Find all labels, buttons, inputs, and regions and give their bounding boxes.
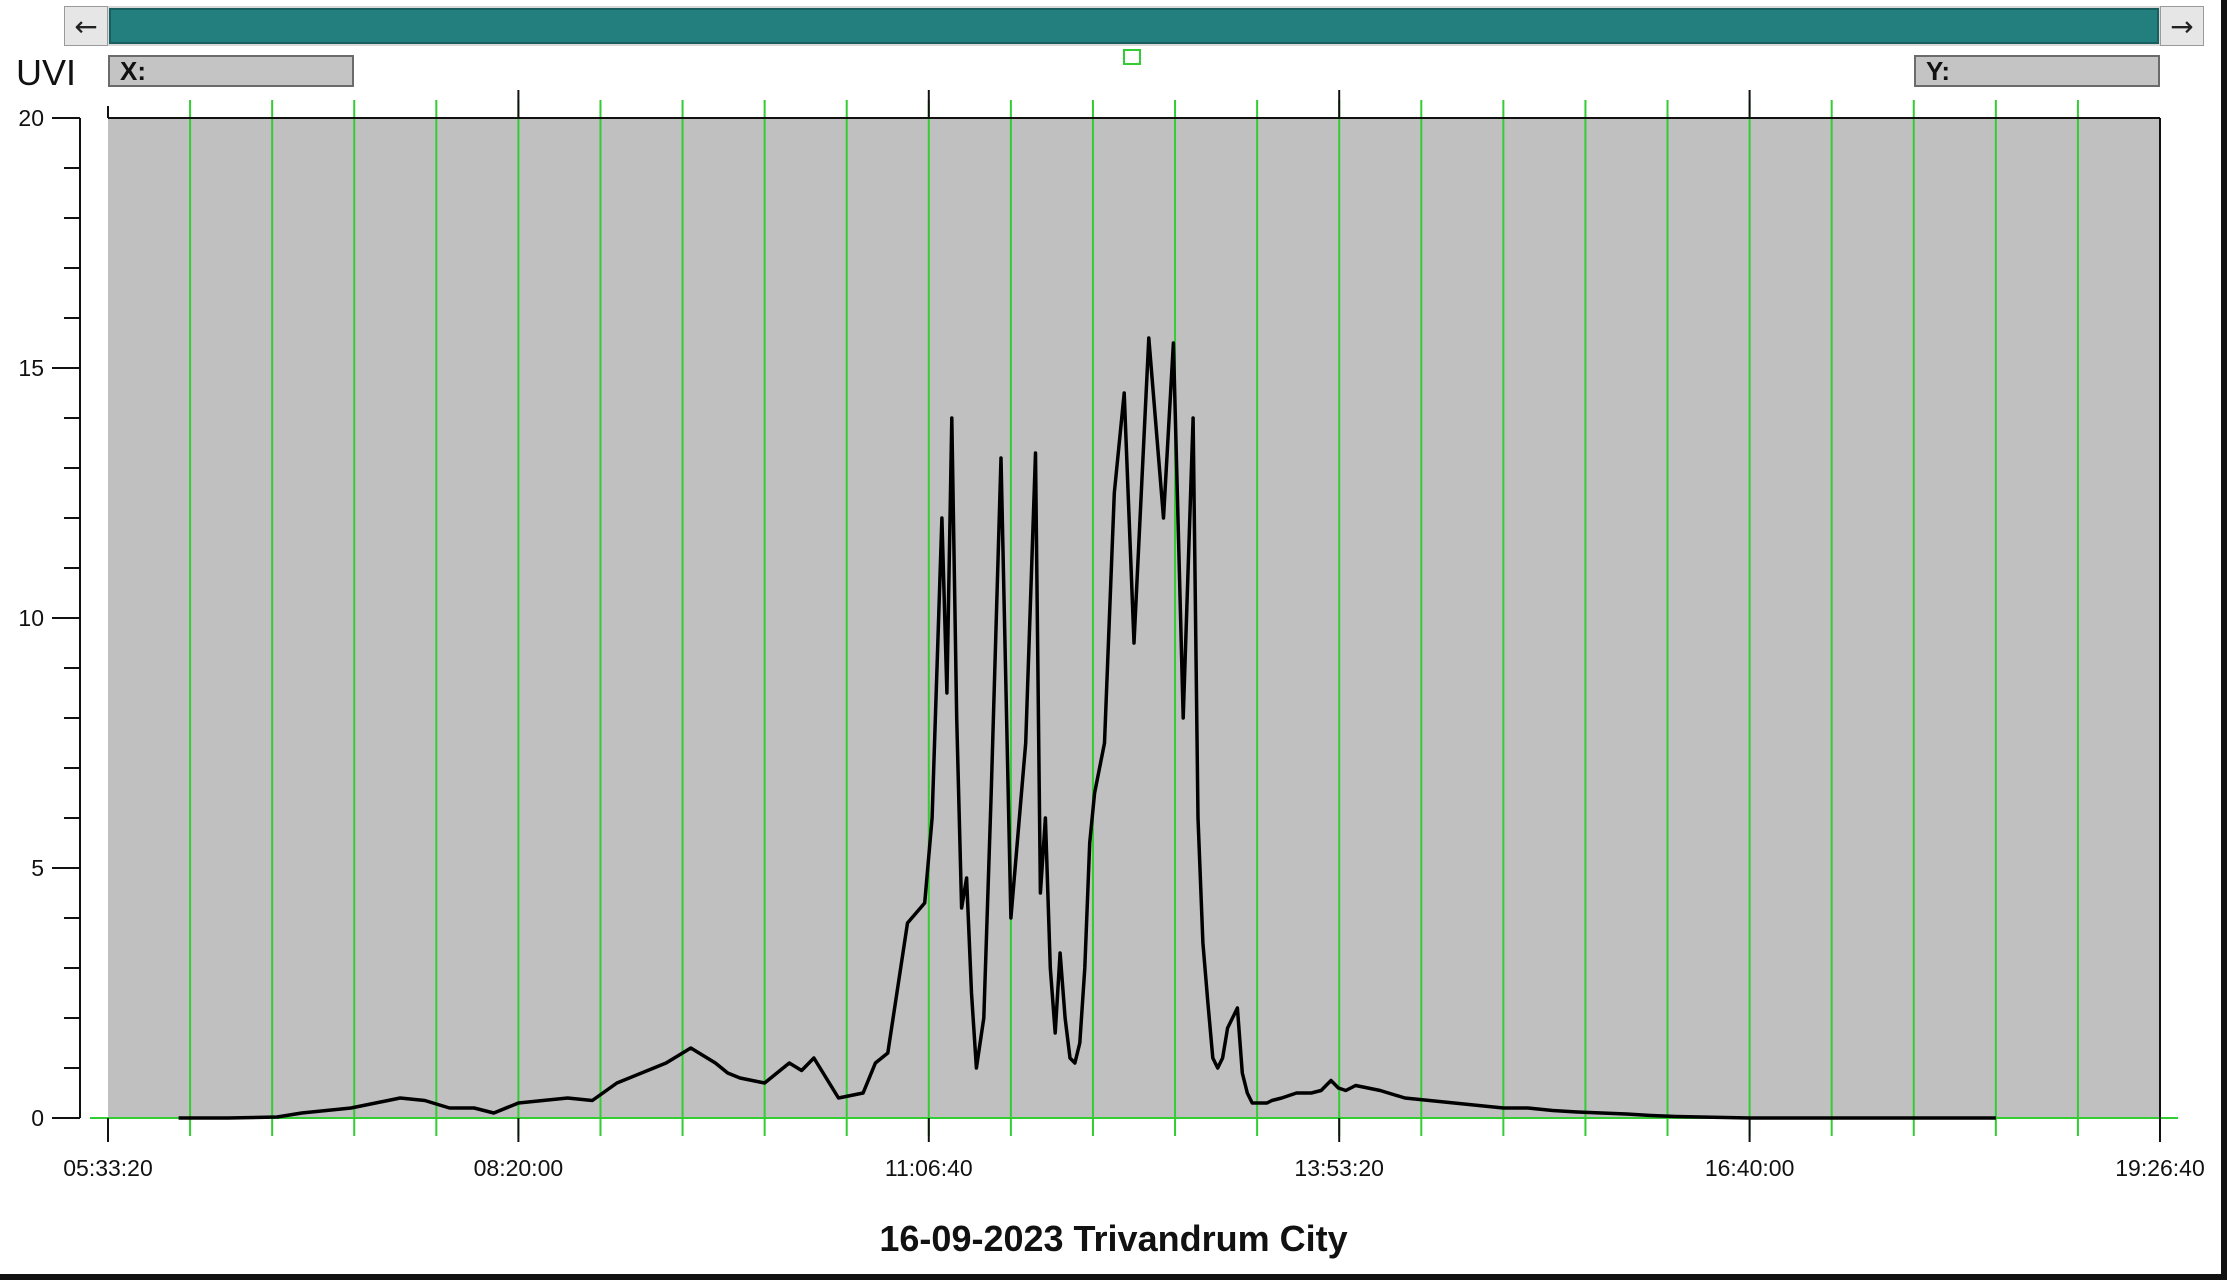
right-arrow-icon: → xyxy=(2170,9,2194,43)
x-tick-label: 05:33:20 xyxy=(63,1155,153,1181)
window-border-right xyxy=(2221,0,2227,1280)
scroll-left-button[interactable]: ← xyxy=(64,6,108,46)
uvi-series-line xyxy=(178,336,1996,1120)
x-tick-label: 11:06:40 xyxy=(885,1155,973,1181)
y-tick-label: 0 xyxy=(31,1105,44,1131)
y-readout-label: Y: xyxy=(1926,56,1951,86)
x-tick-label: 19:26:40 xyxy=(2115,1155,2205,1181)
scroll-right-button[interactable]: → xyxy=(2160,6,2204,46)
x-tick-label: 13:53:20 xyxy=(1294,1155,1384,1181)
window-border-bottom xyxy=(0,1274,2227,1280)
crosshair-marker xyxy=(1123,49,1141,65)
y-tick-label: 20 xyxy=(18,105,44,131)
chart-title: 16-09-2023 Trivandrum City xyxy=(879,1218,1348,1259)
x-readout-field: X: xyxy=(108,55,354,87)
y-tick-label: 15 xyxy=(18,355,44,381)
left-arrow-icon: ← xyxy=(74,9,98,43)
y-tick-label: 10 xyxy=(18,605,44,631)
x-tick-label: 16:40:00 xyxy=(1705,1155,1795,1181)
x-tick-label: 08:20:00 xyxy=(474,1155,564,1181)
y-axis-title: UVI xyxy=(16,52,77,93)
horizontal-scrollbar[interactable] xyxy=(108,6,2160,46)
x-readout-label: X: xyxy=(120,56,146,86)
scrollbar-thumb[interactable] xyxy=(109,8,2159,44)
y-readout-field: Y: xyxy=(1914,55,2160,87)
y-tick-label: 5 xyxy=(31,855,44,881)
